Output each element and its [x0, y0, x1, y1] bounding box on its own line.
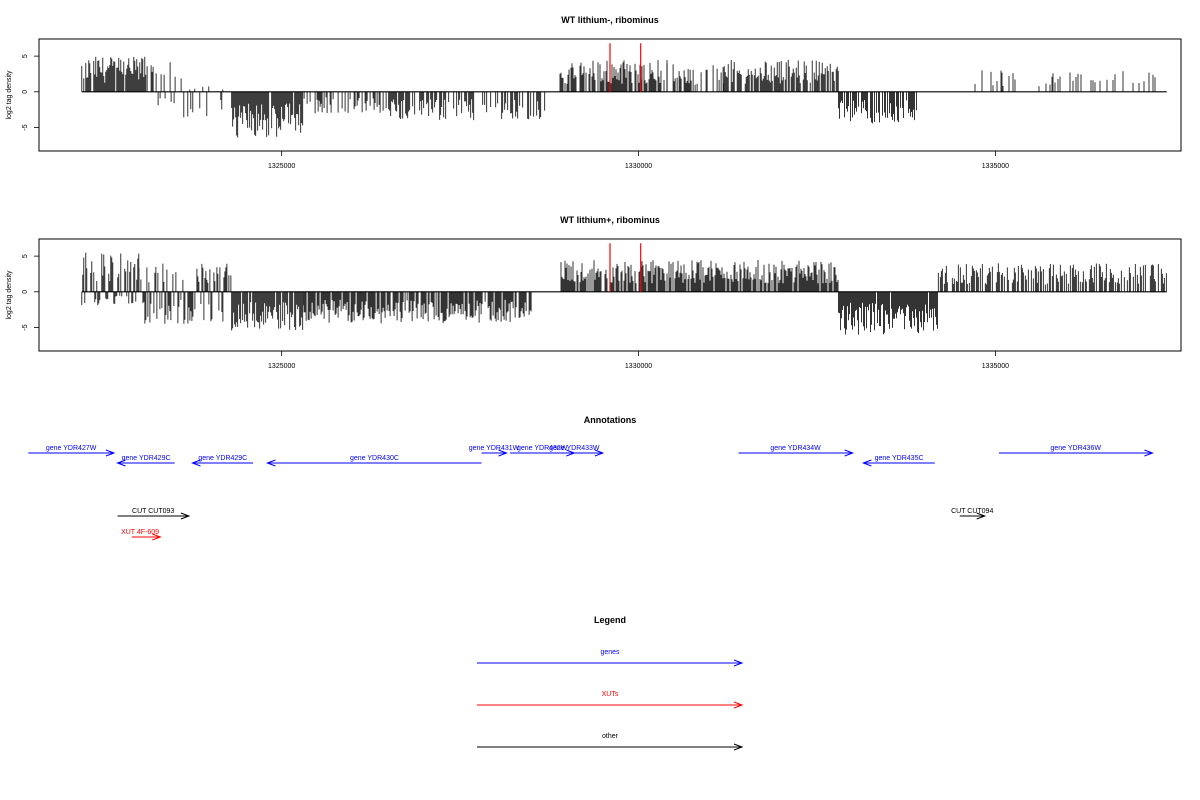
legend-label: other — [602, 733, 619, 740]
gene-feature: gene YDR435C — [861, 455, 935, 467]
other-label: CUT CUT093 — [132, 508, 174, 515]
x-tick-label: 1330000 — [625, 363, 652, 370]
x-tick-label: 1335000 — [982, 163, 1009, 170]
other-feature: CUT CUT094 — [951, 508, 993, 520]
panel-wt-lithium-plus: WT lithium+, ribominus log2 tag density … — [6, 215, 1182, 370]
panel-title: WT lithium-, ribominus — [561, 15, 659, 25]
xut-feature: XUT 4F-609 — [121, 529, 162, 541]
gene-feature: gene YDR427W — [28, 445, 116, 457]
legend-label: genes — [600, 649, 620, 656]
panel-wt-lithium-minus: WT lithium-, ribominus log2 tag density … — [6, 15, 1182, 170]
legend-arrow-head — [733, 743, 744, 751]
y-tick-label: 0 — [22, 90, 29, 94]
y-axis-label: log2 tag density — [6, 270, 13, 320]
legend-items: genes XUTs other — [477, 649, 744, 751]
legend-title: Legend — [594, 615, 626, 625]
legend-item: genes — [477, 649, 744, 667]
annotation-features: gene YDR427W gene YDR429C gene YDR429C gene… — [28, 445, 1154, 541]
gene-feature: gene YDR433W — [545, 445, 605, 457]
axes: 1325000 1330000 1335000 -5 0 5 — [22, 254, 1009, 370]
gene-label: gene YDR434W — [770, 445, 821, 452]
gene-label: gene YDR436W — [1050, 445, 1101, 452]
gene-arrow-head — [844, 449, 855, 457]
x-tick-label: 1325000 — [268, 363, 295, 370]
x-tick-label: 1330000 — [625, 163, 652, 170]
annotations-title: Annotations — [584, 415, 637, 425]
gene-arrow-head — [1144, 449, 1154, 457]
gene-feature: gene YDR434W — [738, 445, 855, 457]
xut-arrow-head — [152, 533, 162, 541]
legend-arrow-head — [733, 659, 744, 667]
gene-label: gene YDR429C — [122, 455, 171, 462]
y-tick-label: 5 — [22, 254, 29, 258]
gene-feature: gene YDR431W — [469, 445, 520, 457]
gene-feature: gene YDR430C — [265, 455, 482, 467]
legend-arrow-head — [733, 701, 744, 709]
gene-label: gene YDR435C — [875, 455, 924, 462]
gene-arrow-head — [861, 459, 872, 467]
gene-feature: gene YDR436W — [998, 445, 1154, 457]
signal-bars — [81, 243, 1167, 335]
gene-label: gene YDR429C — [198, 455, 247, 462]
gene-feature: gene YDR429C — [116, 455, 175, 467]
other-arrow-head — [976, 512, 987, 520]
gene-label: gene YDR430C — [350, 455, 399, 462]
x-tick-label: 1335000 — [982, 363, 1009, 370]
other-label: CUT CUT094 — [951, 508, 993, 515]
other-feature: CUT CUT093 — [117, 508, 191, 520]
legend-item: XUTs — [477, 691, 744, 709]
y-tick-label: 0 — [22, 290, 29, 294]
legend-item: other — [477, 733, 744, 751]
gene-label: gene YDR432W — [517, 445, 568, 452]
gene-arrow-head — [265, 459, 276, 467]
xut-label: XUT 4F-609 — [121, 529, 159, 536]
gene-label: gene YDR427W — [46, 445, 97, 452]
signal-bars — [81, 43, 1167, 138]
panel-title: WT lithium+, ribominus — [560, 215, 660, 225]
gene-arrow-head — [116, 459, 126, 467]
gene-feature: gene YDR429C — [191, 455, 254, 467]
axes: 1325000 1330000 1335000 -5 0 5 — [22, 54, 1009, 170]
x-tick-label: 1325000 — [268, 163, 295, 170]
gene-arrow-head — [594, 449, 605, 457]
gene-label: gene YDR433W — [549, 445, 600, 452]
gene-arrow-head — [105, 449, 116, 457]
gene-arrow-head — [498, 449, 508, 457]
y-tick-label: -5 — [22, 324, 29, 330]
y-axis-label: log2 tag density — [6, 70, 13, 120]
legend-label: XUTs — [602, 691, 619, 698]
y-tick-label: 5 — [22, 54, 29, 58]
other-arrow-head — [180, 512, 191, 520]
gene-arrow-head — [191, 459, 201, 467]
legend: Legend genes XUTs other — [477, 615, 744, 751]
y-tick-label: -5 — [22, 124, 29, 130]
gene-label: gene YDR431W — [469, 445, 520, 452]
